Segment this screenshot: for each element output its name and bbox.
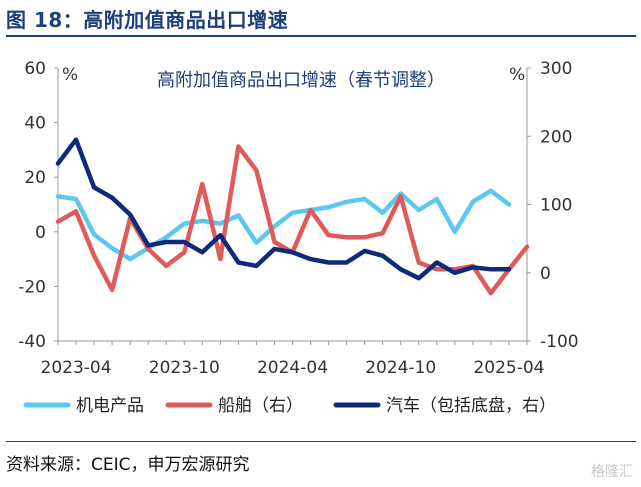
- right-unit-label: %: [509, 65, 525, 85]
- left-unit-label: %: [62, 65, 78, 85]
- left-y-tick-label: 0: [35, 223, 46, 243]
- right-y-tick-label: 300: [540, 59, 572, 79]
- legend-label-0: 机电产品: [76, 396, 144, 416]
- watermark: 格隆汇: [591, 464, 633, 480]
- source-divider: [6, 441, 636, 442]
- x-tick-label: 2023-10: [149, 358, 220, 378]
- series-line-0: [55, 188, 512, 262]
- title-divider: [6, 35, 636, 37]
- right-y-tick-label: -100: [540, 332, 579, 352]
- source-note: 资料来源：CEIC，申万宏源研究: [6, 455, 250, 475]
- right-y-tick-label: 200: [540, 127, 572, 147]
- left-y-tick-label: -40: [18, 332, 46, 352]
- figure-title: 图 18：高附加值商品出口增速: [6, 8, 289, 32]
- left-y-tick-label: 20: [24, 168, 46, 188]
- x-tick-label: 2024-04: [257, 358, 328, 378]
- left-y-tick-label: -20: [18, 277, 46, 297]
- right-y-tick-label: 0: [540, 264, 551, 284]
- x-tick-label: 2024-10: [365, 358, 436, 378]
- x-tick-label: 2023-04: [41, 358, 112, 378]
- legend-label-2: 汽车（包括底盘，右）: [386, 396, 556, 416]
- series-line-2: [55, 137, 512, 281]
- left-y-tick-label: 40: [24, 114, 46, 134]
- right-y-tick-label: 100: [540, 196, 572, 216]
- x-tick-label: 2025-04: [473, 358, 544, 378]
- left-y-tick-label: 60: [24, 59, 46, 79]
- line-chart: 高附加值商品出口增速（春节调整） % % -40 -20 0 20 40 60 -100 0 1…: [18, 59, 579, 416]
- chart-title: 高附加值商品出口增速（春节调整）: [157, 70, 445, 91]
- legend-label-1: 船舶（右）: [218, 396, 303, 416]
